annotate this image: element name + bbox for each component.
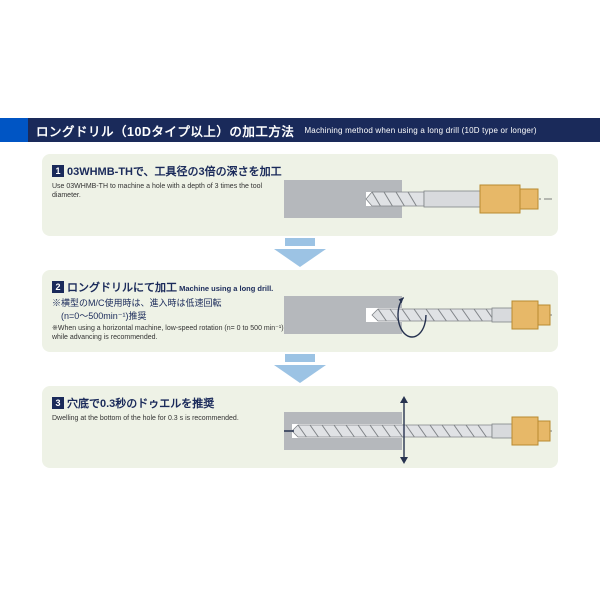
step-sub-jp: ※横型のM/C使用時は、進入時は低速回転 (n=0〜500min⁻¹)推奨: [52, 297, 284, 322]
step-text: 103WHMB-THで、工具径の3倍の深さを加工 Use 03WHMB-TH to…: [52, 162, 290, 200]
step-diagram-svg: [284, 162, 552, 238]
step-title-line: 3穴底で0.3秒のドゥエルを推奨: [52, 394, 284, 412]
step-diagram: [284, 278, 552, 350]
step-3: 3穴底で0.3秒のドゥエルを推奨 Dwelling at the bottom o…: [42, 386, 558, 468]
step-number-badge: 2: [52, 281, 64, 293]
step-diagram-svg: [284, 278, 552, 354]
header-band: ロングドリル（10Dタイプ以上）の加工方法 Machining method w…: [0, 118, 600, 142]
header-title-en: Machining method when using a long drill…: [304, 126, 536, 135]
step-sub-en: ※When using a horizontal machine, low-sp…: [52, 324, 284, 342]
step-number-badge: 1: [52, 165, 64, 177]
step-1: 103WHMB-THで、工具径の3倍の深さを加工 Use 03WHMB-TH to…: [42, 154, 558, 236]
step-number-badge: 3: [52, 397, 64, 409]
header-title-jp: ロングドリル（10Dタイプ以上）の加工方法: [36, 121, 294, 140]
down-arrow: [42, 354, 558, 383]
step-title-line: 2ロングドリルにて加工 Machine using a long drill.: [52, 278, 284, 296]
step-title-jp: ロングドリルにて加工: [67, 282, 177, 294]
step-2: 2ロングドリルにて加工 Machine using a long drill.※…: [42, 270, 558, 352]
steps-container: 103WHMB-THで、工具径の3倍の深さを加工 Use 03WHMB-TH to…: [42, 154, 558, 468]
step-title-en: Machine using a long drill.: [177, 284, 273, 293]
header-accent: [0, 118, 28, 142]
step-title-jp: 03WHMB-THで、工具径の3倍の深さを加工: [67, 166, 282, 178]
step-diagram: [284, 394, 552, 466]
step-text: 3穴底で0.3秒のドゥエルを推奨 Dwelling at the bottom o…: [52, 394, 290, 423]
step-sub-en: Dwelling at the bottom of the hole for 0…: [52, 414, 284, 423]
step-title-jp: 穴底で0.3秒のドゥエルを推奨: [67, 398, 214, 410]
step-text: 2ロングドリルにて加工 Machine using a long drill.※…: [52, 278, 290, 342]
step-diagram: [284, 162, 552, 234]
step-diagram-svg: [284, 394, 552, 470]
down-arrow: [42, 238, 558, 267]
step-title-line: 103WHMB-THで、工具径の3倍の深さを加工: [52, 162, 284, 180]
step-sub-en: Use 03WHMB-TH to machine a hole with a d…: [52, 182, 284, 200]
